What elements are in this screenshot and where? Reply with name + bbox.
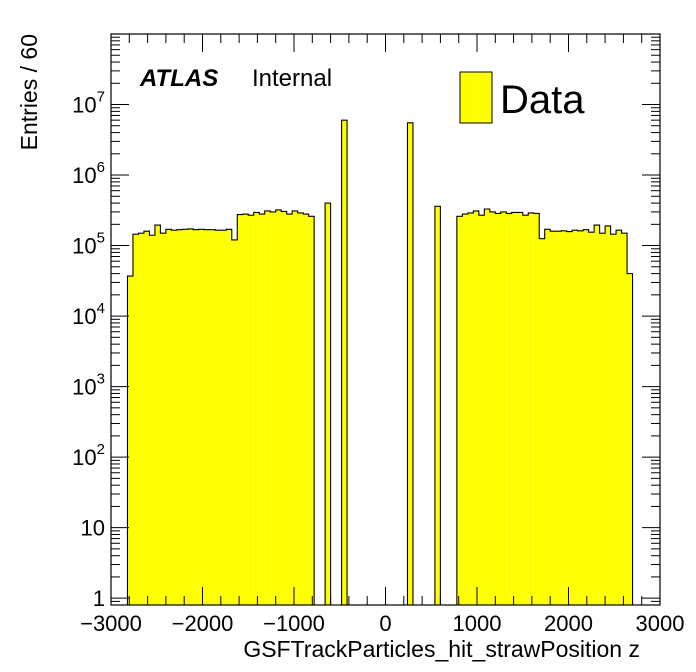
plot-frame [110,33,661,606]
histogram-bin [281,211,287,606]
internal-label: Internal [252,65,332,92]
histogram-bin [484,208,490,605]
histogram-bin [160,233,166,605]
histogram-bin [627,273,633,605]
histogram-bin [511,212,518,605]
x-tick-label: 2000 [544,611,593,636]
histogram-bin [599,233,606,605]
histogram-bin [226,229,232,605]
minor-ticks [110,34,661,606]
histogram-bin [143,231,150,606]
histogram-bin [522,215,529,606]
y-tick-label: 104 [72,300,105,329]
histogram-bin [550,231,556,606]
y-tick-label: 105 [72,230,105,259]
histogram-bin [193,229,199,605]
histogram-bin [478,215,485,606]
histogram-bin [456,216,463,605]
histogram-bin [407,122,413,606]
histogram-bin [572,230,578,605]
histogram-bin [220,230,227,605]
histogram-bin [528,212,534,605]
x-tick-label: 1000 [453,611,502,636]
histogram-bin [544,229,551,605]
y-tick-label: 107 [72,89,105,118]
x-axis-title: GSFTrackParticles_hit_strawPosition z [243,636,640,662]
legend-label: Data [500,78,585,122]
histogram-bin [588,232,595,605]
x-tick-label: −1000 [263,611,325,636]
histogram-bin [566,231,573,606]
histogram-bin [495,213,501,605]
histogram-bin [149,235,155,605]
y-tick-label: 10 [81,516,105,541]
histogram-bin [462,214,468,606]
y-axis-ticks: 1 10 102 103 104 105 106 107 [72,89,105,612]
histogram-bin [248,215,254,606]
histogram-outline [126,119,634,605]
histogram-bin [154,225,161,605]
histogram-bin [539,238,545,605]
x-axis-ticks: −3000 −2000 −1000 0 1000 2000 3000 [80,611,684,636]
y-tick-label: 102 [72,441,105,470]
histogram-bin [621,233,628,605]
histogram-bin [434,206,441,605]
histogram-bin [264,210,271,605]
histogram-bin [275,209,282,605]
histogram-bin [138,233,144,605]
x-tick-label: −3000 [80,611,142,636]
histogram-bin [127,276,133,605]
histogram-bin [215,230,221,605]
histogram-bin [253,212,260,605]
histogram-bin [533,213,540,605]
histogram-bin [500,211,507,605]
histogram-bin [467,212,474,605]
histogram-bin [561,230,567,605]
legend-swatch [459,71,493,124]
x-tick-label: 3000 [636,611,685,636]
histogram-bin [237,214,243,605]
histogram-bin [182,229,188,605]
histogram-bin [577,230,584,605]
histogram-bin [187,228,194,605]
histogram-bin [176,229,183,605]
y-tick-label: 106 [72,159,105,188]
histogram-bin [308,216,315,605]
y-axis-title: Entries / 60 [16,34,42,150]
histogram-bin [489,211,496,605]
histogram-bin [286,214,293,606]
x-tick-label: 0 [379,611,391,636]
histogram-bin [473,210,479,605]
histogram-bin [171,230,177,605]
histogram-bin [517,212,523,605]
histogram-bin [325,203,331,605]
histogram-bin [198,229,205,605]
atlas-label: ATLAS [139,65,218,92]
histogram-bin [594,225,600,605]
histogram-bin [209,229,216,605]
histogram-bin [242,214,249,606]
histogram-bin [610,234,617,605]
histogram-bars [126,119,634,606]
histogram-bin [231,239,238,605]
histogram-bin [292,210,298,605]
histogram-bin [341,120,348,606]
histogram-bin [555,231,562,606]
histogram-bin [132,234,139,605]
histogram-bin [165,229,172,605]
histogram-bin [303,214,309,606]
histogram-bin [259,214,265,606]
histogram-bin [204,229,210,605]
histogram-bin [506,213,512,605]
histogram-bin [583,229,589,605]
histogram-bin [605,225,611,605]
histogram-bin [616,230,622,605]
histogram-bin [297,212,304,605]
y-tick-label: 103 [72,371,105,400]
histogram-bin [270,211,276,605]
y-tick-label: 1 [93,586,105,611]
x-tick-label: −2000 [172,611,234,636]
